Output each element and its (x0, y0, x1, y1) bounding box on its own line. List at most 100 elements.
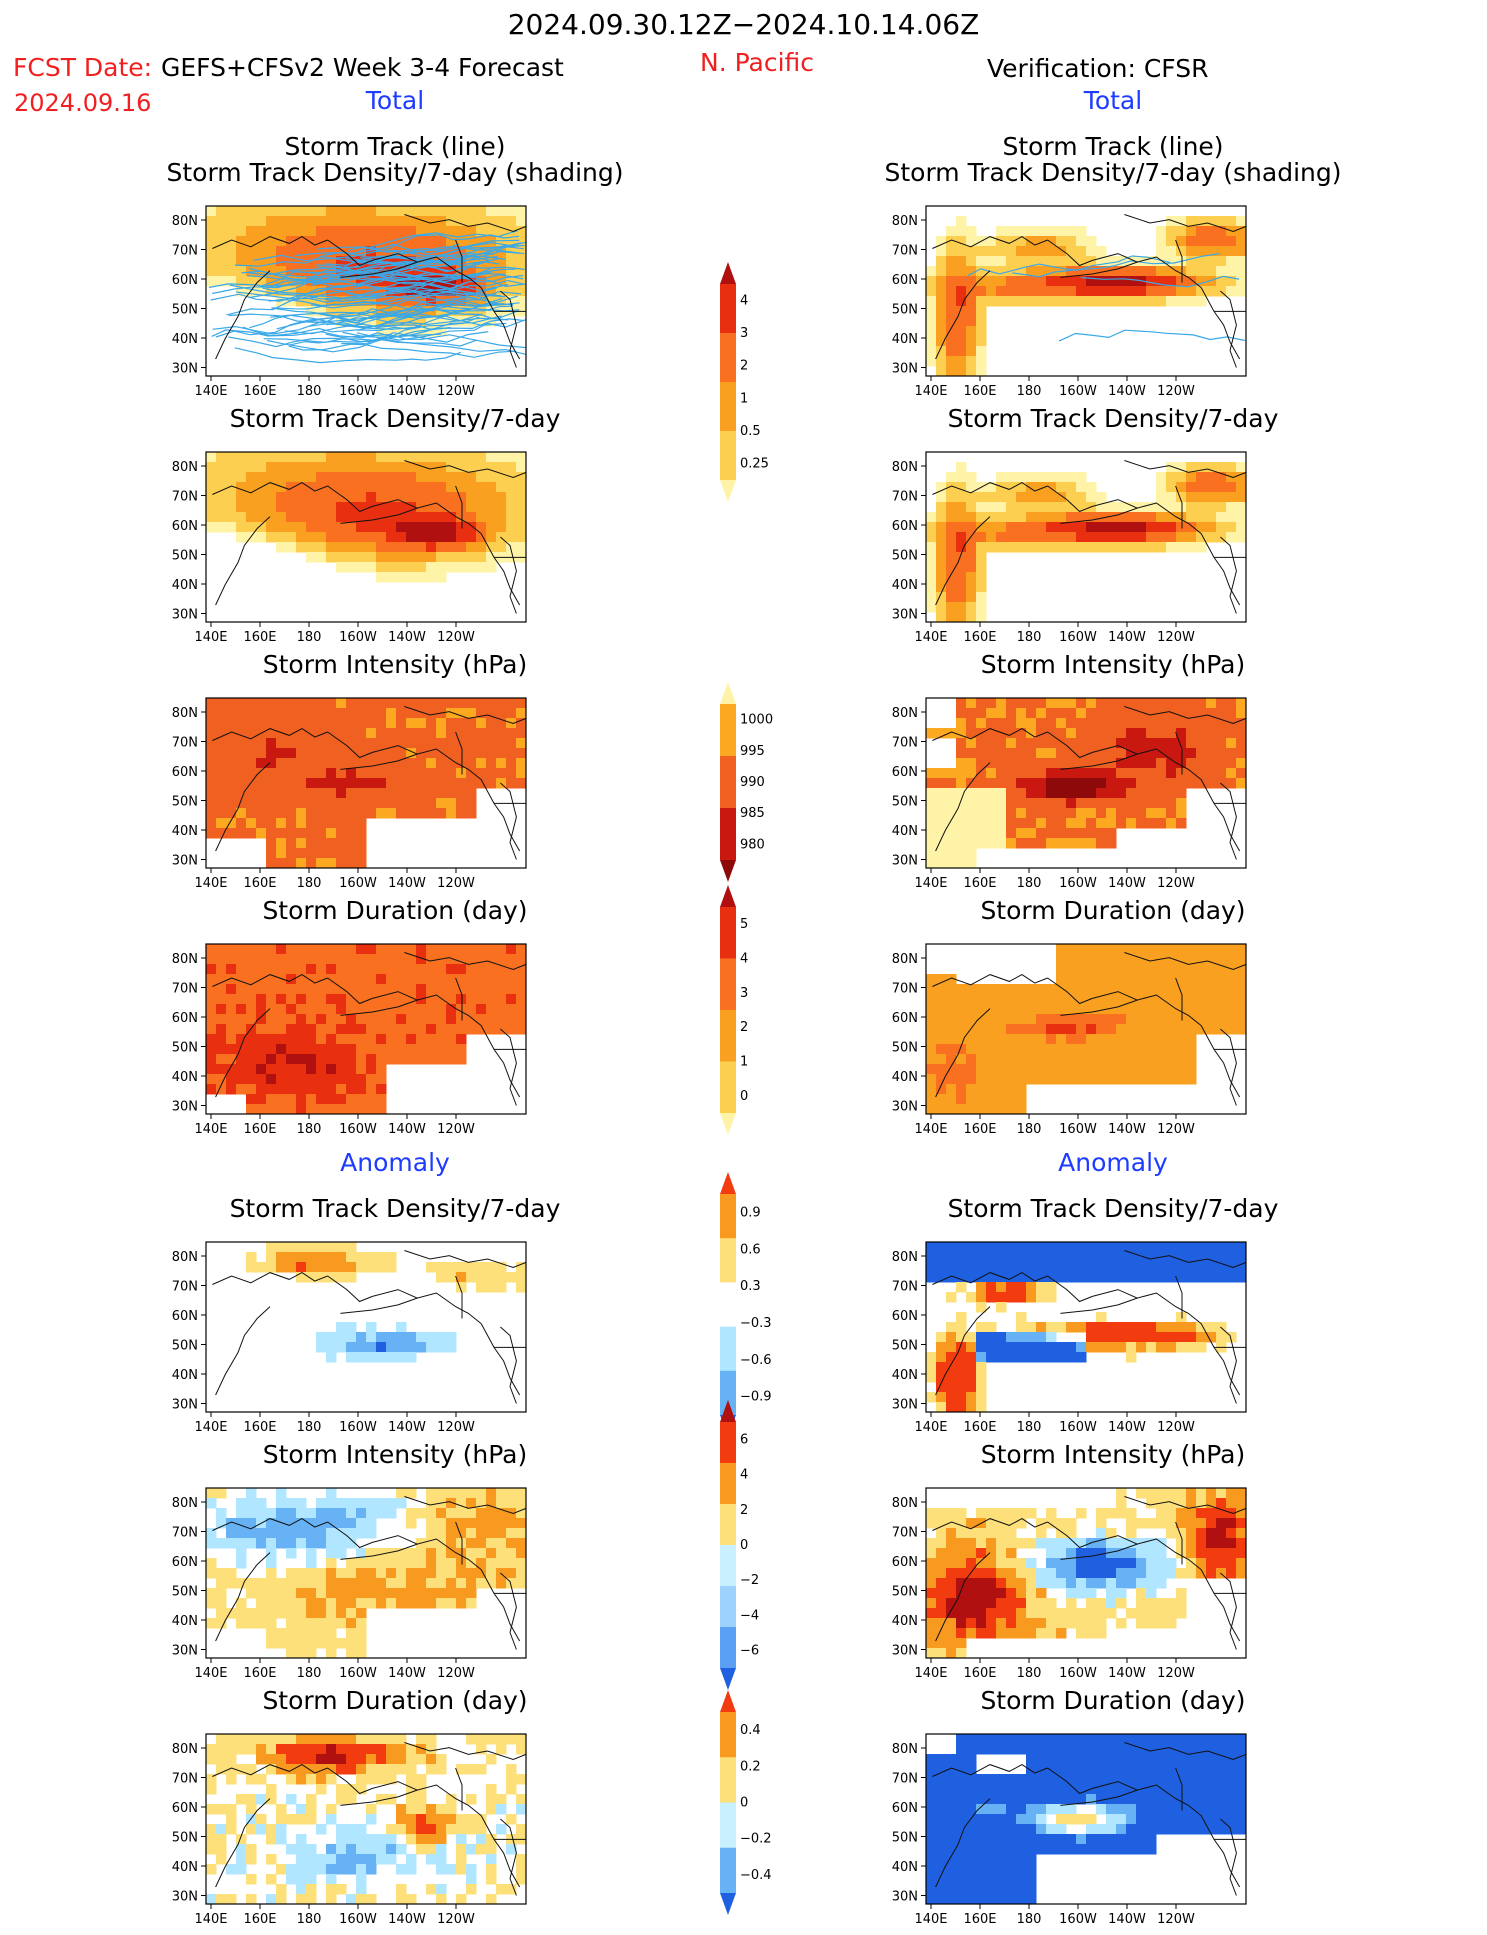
heat-cell (306, 1884, 317, 1895)
heat-cell (296, 472, 307, 483)
heat-cell (266, 1794, 277, 1805)
heat-cell (926, 1352, 937, 1363)
heat-cell (276, 1044, 287, 1055)
heat-cell (1186, 1508, 1197, 1519)
heat-cell (1196, 974, 1207, 985)
heat-cell (386, 798, 397, 809)
heat-cell (426, 1804, 437, 1815)
x-tick-label: 120W (1157, 876, 1195, 891)
heat-cell (1046, 1014, 1057, 1025)
heat-cell (946, 592, 957, 603)
heat-cell (336, 1568, 347, 1579)
heat-cell (1216, 994, 1227, 1005)
heat-cell (496, 482, 507, 493)
heat-cell (406, 984, 417, 995)
heat-cell (1236, 276, 1247, 287)
heat-cell (356, 1064, 367, 1075)
heat-cell (1066, 296, 1077, 307)
x-tick-label: 180 (1017, 876, 1042, 891)
heat-cell (366, 522, 377, 533)
heat-cell (1046, 1074, 1057, 1085)
heat-cell (946, 582, 957, 593)
heat-cell (236, 206, 247, 217)
heat-cell (1096, 1568, 1107, 1579)
heat-cell (936, 1392, 947, 1403)
heat-cell (966, 1352, 977, 1363)
heat-cell (1176, 1044, 1187, 1055)
heat-cell (1166, 1054, 1177, 1065)
heat-cell (1006, 838, 1017, 849)
heat-cell (346, 1854, 357, 1865)
heat-cell (426, 462, 437, 473)
storm-track-line (235, 348, 461, 363)
heat-cell (1116, 994, 1127, 1005)
heat-cell (336, 1262, 347, 1273)
heat-cell (316, 858, 327, 869)
heat-cell (456, 532, 467, 543)
heat-cell (446, 452, 457, 463)
heat-cell (246, 758, 257, 769)
heat-cell (346, 818, 357, 829)
heat-cell (366, 206, 377, 217)
heat-cell (956, 1322, 967, 1333)
heat-cell (316, 1538, 327, 1549)
heat-cell (1206, 472, 1217, 483)
heat-cell (926, 1588, 937, 1599)
heat-cell (346, 236, 357, 247)
heat-cell (1236, 1734, 1247, 1745)
heat-cell (366, 954, 377, 965)
heat-cell (956, 788, 967, 799)
heat-cell (306, 994, 317, 1005)
y-tick-label: 70N (172, 1526, 198, 1541)
heat-cell (1026, 246, 1037, 257)
heat-cell (436, 1884, 447, 1895)
heat-cell (316, 1084, 327, 1095)
heat-cell (226, 462, 237, 473)
heat-cell (226, 1538, 237, 1549)
heat-cell (426, 206, 437, 217)
heat-cell (1236, 1262, 1247, 1273)
heat-cell (956, 1528, 967, 1539)
heat-cell (346, 1744, 357, 1755)
heat-cell (1236, 1784, 1247, 1795)
x-tick-label: 160E (243, 1666, 276, 1681)
heat-cell (426, 1508, 437, 1519)
heat-cell (316, 1578, 327, 1589)
heat-cell (1216, 482, 1227, 493)
heat-cell (1156, 1044, 1167, 1055)
heat-cell (426, 718, 437, 729)
heat-cell (306, 1588, 317, 1599)
heat-cell (306, 1618, 317, 1629)
heat-cell (1156, 964, 1167, 975)
heat-cell (466, 1538, 477, 1549)
y-tick-label: 80N (172, 706, 198, 721)
heat-cell (396, 522, 407, 533)
heat-cell (466, 1568, 477, 1579)
heat-cell (1076, 974, 1087, 985)
heat-cell (986, 1608, 997, 1619)
heat-cell (246, 462, 257, 473)
heat-cell (246, 216, 257, 227)
heat-cell (296, 492, 307, 503)
heat-cell (956, 1578, 967, 1589)
heat-cell (1106, 1764, 1117, 1775)
heat-cell (976, 296, 987, 307)
heat-cell (1176, 1588, 1187, 1599)
heat-cell (256, 216, 267, 227)
heat-cell (1056, 808, 1067, 819)
heat-cell (396, 1844, 407, 1855)
heat-cell (506, 1014, 517, 1025)
heat-cell (1046, 778, 1057, 789)
heat-cell (426, 954, 437, 965)
heat-cell (996, 1774, 1007, 1785)
heat-cell (1186, 502, 1197, 513)
heat-cell (1196, 492, 1207, 503)
heat-cell (1076, 1342, 1087, 1353)
heat-cell (206, 974, 217, 985)
heat-cell (996, 994, 1007, 1005)
heat-cell (1166, 738, 1177, 749)
heat-cell (416, 1558, 427, 1569)
heat-cell (216, 738, 227, 749)
heat-cell (336, 1538, 347, 1549)
